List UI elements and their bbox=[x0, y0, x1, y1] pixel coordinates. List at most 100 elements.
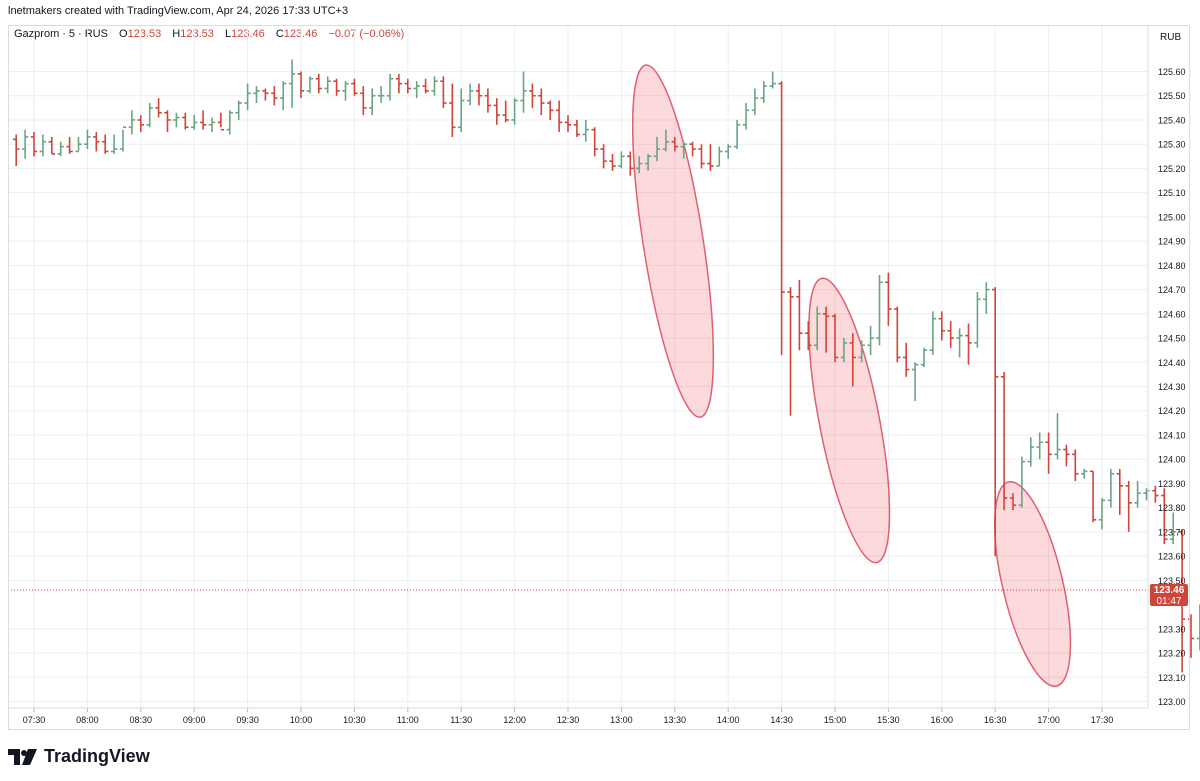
ohlc-bar bbox=[547, 100, 554, 120]
ohlc-bar bbox=[618, 151, 625, 169]
symbol-interval[interactable]: 5 bbox=[68, 28, 76, 40]
y-tick-label: 123.70 bbox=[1158, 527, 1186, 537]
high-label: H bbox=[172, 28, 181, 40]
ohlc-bar bbox=[217, 112, 225, 131]
ohlc-bar bbox=[805, 321, 812, 351]
y-tick-label: 124.00 bbox=[1158, 455, 1186, 465]
ohlc-bar bbox=[814, 306, 821, 351]
ohlc-bar bbox=[555, 100, 563, 133]
chart-border bbox=[8, 25, 1190, 730]
x-tick-label: 15:30 bbox=[877, 715, 900, 725]
ohlc-bar bbox=[725, 144, 732, 159]
countdown-label: 01:47 bbox=[1156, 596, 1181, 607]
ohlc-bar bbox=[867, 325, 874, 355]
ohlc-bar bbox=[280, 81, 287, 111]
ohlc-bar bbox=[1107, 468, 1115, 508]
ohlc-bar bbox=[110, 134, 118, 154]
x-tick-label: 16:30 bbox=[984, 715, 1007, 725]
ohlc-bar bbox=[84, 129, 91, 150]
last-price-tag-bg bbox=[1150, 584, 1188, 607]
ohlc-bar bbox=[449, 83, 456, 137]
ohlc-bar bbox=[102, 134, 109, 154]
ohlc-bar bbox=[1125, 481, 1132, 532]
ohlc-bar bbox=[146, 103, 153, 128]
ohlc-bar bbox=[538, 88, 545, 116]
time-axis: 07:30 08:00 08:30 09:00 09:30 10:00 10:30 11:00… bbox=[23, 708, 1113, 725]
price-axis: 123.00 123.10 123.20 123.30 123.50 123.60 123.… bbox=[1158, 67, 1186, 707]
ohlc-bar bbox=[636, 156, 643, 174]
y-tick-label: 125.50 bbox=[1158, 91, 1186, 101]
currency-label: RUB bbox=[1160, 32, 1181, 43]
ohlc-bar bbox=[849, 333, 856, 387]
last-price-tag: 123.46 01:47 bbox=[1150, 584, 1188, 607]
ohlc-bar bbox=[369, 88, 376, 116]
high-value: 123.53 bbox=[180, 28, 214, 40]
symbol-name[interactable]: Gazprom bbox=[14, 28, 60, 40]
y-tick-label: 125.00 bbox=[1158, 212, 1186, 222]
y-tick-label: 123.50 bbox=[1158, 576, 1186, 586]
ohlc-bar bbox=[627, 151, 634, 176]
y-tick-label: 124.50 bbox=[1158, 334, 1186, 344]
ohlc-bar bbox=[377, 86, 385, 103]
highlight-ellipse bbox=[631, 64, 715, 418]
ohlc-bar bbox=[119, 126, 127, 152]
x-tick-label: 11:30 bbox=[450, 715, 472, 725]
symbol-exchange: RUS bbox=[84, 28, 108, 40]
ohlc-bar bbox=[1143, 488, 1150, 501]
ohlc-bar bbox=[822, 306, 830, 353]
y-tick-label: 125.40 bbox=[1158, 115, 1186, 125]
ohlc-bar bbox=[609, 153, 616, 171]
ohlc-bar bbox=[716, 146, 723, 167]
ohlc-bar bbox=[876, 275, 883, 346]
y-tick-label: 124.70 bbox=[1158, 285, 1186, 295]
x-tick-label: 11:00 bbox=[397, 715, 419, 725]
highlight-ellipse bbox=[808, 277, 891, 564]
ohlc-bar bbox=[733, 119, 741, 150]
y-tick-label: 124.40 bbox=[1158, 358, 1186, 368]
ohlc-bar bbox=[173, 112, 180, 128]
close-label: C bbox=[275, 28, 284, 40]
ohlc-bar bbox=[1045, 432, 1052, 474]
ohlc-bar bbox=[297, 71, 305, 99]
x-tick-label: 10:00 bbox=[290, 715, 313, 725]
y-tick-label: 125.20 bbox=[1158, 164, 1186, 174]
ohlc-bar bbox=[475, 83, 483, 106]
ohlc-bar bbox=[769, 71, 776, 89]
ohlc-bar bbox=[947, 321, 954, 348]
ohlc-bar bbox=[57, 141, 64, 157]
ohlc-bar bbox=[30, 132, 38, 157]
ohlc-bar bbox=[903, 342, 910, 377]
x-tick-label: 08:00 bbox=[76, 715, 99, 725]
x-tick-label: 14:30 bbox=[770, 715, 793, 725]
ohlc-bar bbox=[395, 73, 403, 94]
ohlc-bar bbox=[1170, 512, 1177, 544]
ohlc-bar bbox=[199, 110, 207, 130]
y-tick-label: 125.60 bbox=[1158, 67, 1186, 77]
open-value: 123.53 bbox=[127, 28, 162, 40]
ohlc-bar bbox=[974, 292, 981, 348]
ohlc-bar bbox=[920, 347, 928, 368]
ohlc-bar bbox=[840, 338, 848, 363]
chart-grid bbox=[9, 26, 1147, 707]
last-price-label: 123.46 bbox=[1154, 585, 1185, 596]
ohlc-bar bbox=[1027, 437, 1034, 467]
tradingview-logo[interactable]: TradingView bbox=[8, 746, 150, 767]
ohlc-bar bbox=[831, 313, 839, 363]
ohlc-bar bbox=[760, 81, 767, 103]
ohlc-bar bbox=[440, 76, 447, 108]
ohlc-bar bbox=[431, 76, 438, 96]
y-tick-label: 123.80 bbox=[1158, 503, 1186, 513]
ohlc-bar bbox=[956, 328, 963, 358]
ohlc-bar bbox=[858, 340, 865, 363]
highlight-ellipse bbox=[993, 480, 1072, 687]
ohlc-bar bbox=[342, 81, 349, 101]
ohlc-bar bbox=[1081, 468, 1088, 479]
y-tick-label: 123.60 bbox=[1158, 552, 1186, 562]
x-tick-label: 10:30 bbox=[343, 715, 366, 725]
ohlc-bar bbox=[582, 119, 589, 142]
ohlc-bar bbox=[796, 279, 803, 351]
ohlc-bar bbox=[698, 144, 705, 169]
ohlc-bar bbox=[1134, 481, 1141, 508]
ohlc-bar bbox=[351, 78, 358, 96]
